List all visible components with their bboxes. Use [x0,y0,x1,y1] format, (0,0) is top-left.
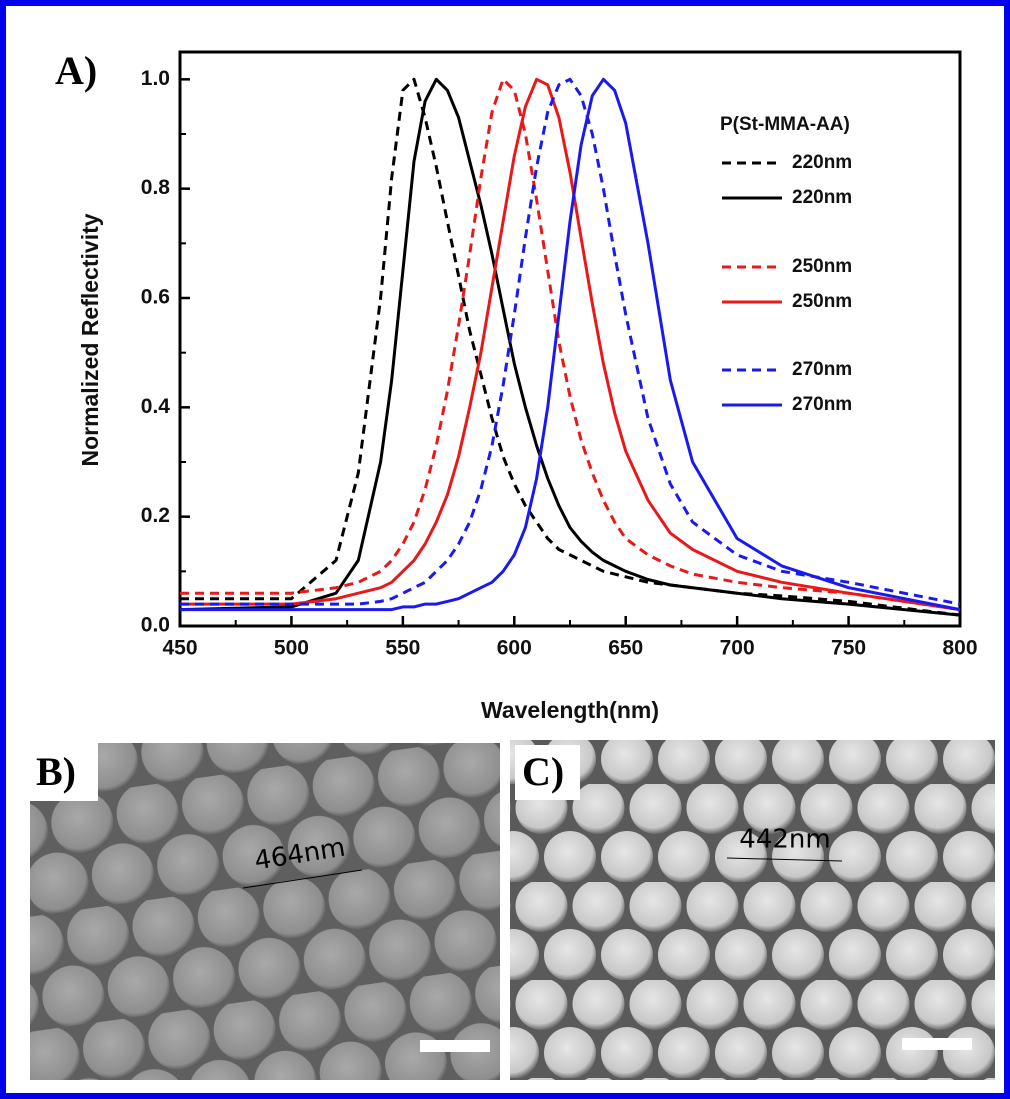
panel-label: B) [36,749,76,794]
legend-label: 270nm [792,359,852,380]
sem-image [510,740,995,1080]
legend-title: P(St-MMA-AA) [720,114,850,135]
panel-label: A) [55,48,97,93]
legend-label: 250nm [792,256,852,277]
plot-frame [180,52,960,626]
x-tick-label: 450 [162,637,197,660]
legend-label: 270nm [792,394,852,415]
y-axis-label: Normalized Reflectivity [77,213,103,466]
x-tick-label: 650 [608,637,643,660]
y-tick-label: 0.0 [141,614,170,637]
legend-label: 220nm [792,152,852,173]
y-tick-label: 0.4 [141,395,171,418]
sem-image-b: B) 464nm [30,743,500,1080]
legend-label: 220nm [792,187,852,208]
y-tick-label: 0.2 [141,504,170,527]
y-tick-label: 0.8 [141,176,171,199]
scale-bar [902,1038,972,1050]
x-axis-label: Wavelength(nm) [481,697,659,723]
sem-image-c: C) 442nm [510,740,995,1080]
figure: A) Wavelength(nm) Normalized Reflectivit… [0,0,1010,1099]
x-tick-label: 700 [720,637,755,660]
x-tick-label: 550 [385,637,420,660]
scale-bar [420,1040,490,1052]
panel-label: C) [522,749,564,794]
chart: A) Wavelength(nm) Normalized Reflectivit… [55,48,978,723]
page: {"chart_data": {"type": "line", "x_label… [0,0,1010,1099]
x-tick-label: 750 [831,637,866,660]
x-tick-label: 500 [274,637,309,660]
y-tick-label: 0.6 [141,286,170,309]
sem-image [30,743,500,1080]
legend-label: 250nm [792,291,852,312]
y-tick-label: 1.0 [141,67,170,90]
x-tick-label: 600 [497,637,532,660]
annotation: 442nm [739,825,830,855]
x-tick-label: 800 [942,637,977,660]
